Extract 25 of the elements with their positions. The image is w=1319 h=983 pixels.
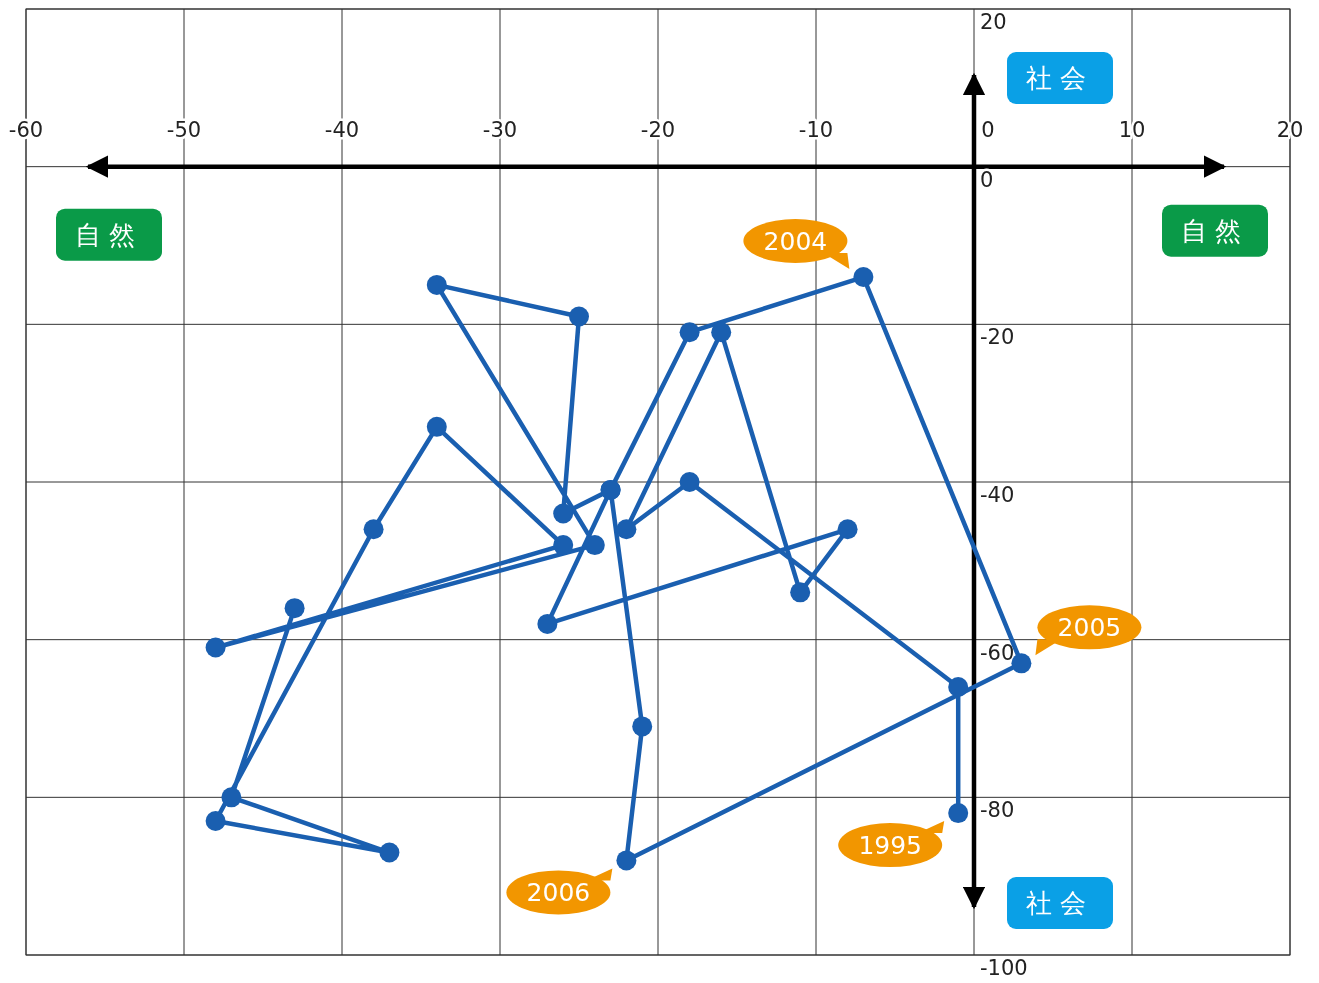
y-axis-title: 社会 bbox=[1026, 63, 1094, 93]
annotation: 2006 bbox=[526, 878, 591, 908]
text: 自然 bbox=[1181, 215, 1249, 246]
x-tick-label: -50 bbox=[166, 117, 202, 142]
x-tick-label: -10 bbox=[798, 117, 834, 142]
y-tick-label: -20 bbox=[980, 325, 1015, 350]
y-tick-label: -80 bbox=[980, 798, 1015, 823]
x-tick-label: -40 bbox=[324, 117, 360, 142]
annotation: 1995 bbox=[858, 831, 923, 861]
annotation: 2004 bbox=[763, 227, 828, 257]
callout: 2004 bbox=[743, 219, 850, 270]
x-tick-label: 10 bbox=[1118, 117, 1146, 142]
text: 社会 bbox=[1026, 888, 1094, 918]
y-tick-label: -100 bbox=[980, 956, 1028, 980]
y-tick-label: 20 bbox=[980, 10, 1007, 34]
x-tick-label: -30 bbox=[482, 117, 518, 142]
y-tick-label: 0 bbox=[980, 167, 994, 192]
callout: 2005 bbox=[1035, 605, 1142, 656]
annotation: 2005 bbox=[1057, 613, 1122, 643]
x-tick-label: -20 bbox=[640, 117, 676, 142]
x-axis-title: 自然 bbox=[75, 219, 143, 250]
y-tick-label: -40 bbox=[980, 483, 1015, 507]
y-tick-label: -60 bbox=[980, 640, 1015, 665]
callout: 1995 bbox=[838, 821, 945, 868]
callout: 2006 bbox=[506, 868, 613, 915]
